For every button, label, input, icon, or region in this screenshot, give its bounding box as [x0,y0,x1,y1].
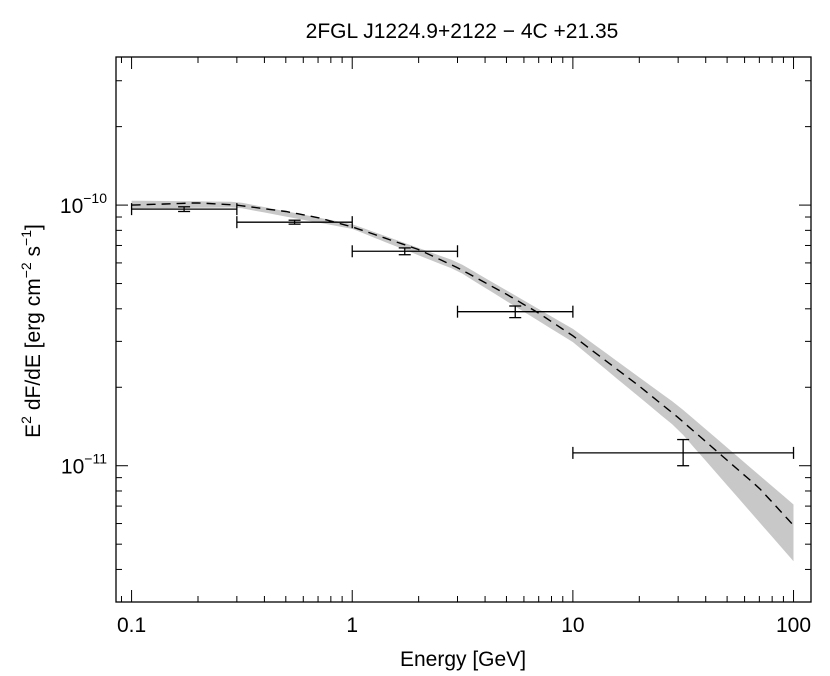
x-tick-label: 10 [561,614,584,637]
flux-point [236,216,353,229]
flux-point [456,305,574,319]
uncertainty-band-layer [131,200,794,562]
y-tick-label: 10−10 [60,190,107,218]
y-tick-label: 10−11 [61,451,107,479]
chart-title: 2FGL J1224.9+2122 − 4C +21.35 [306,20,619,43]
model-uncertainty-band [131,200,794,562]
axis-ticks-layer: 0.1 1 10 100 10−10 10−11 [60,57,811,637]
model-curve [131,202,795,526]
x-tick-label: 1 [346,614,358,637]
x-tick-label: 0.1 [117,614,146,637]
flux-point [130,203,238,216]
y-axis-label: E2 dF/dE [erg cm−2 s−1] [18,224,45,438]
flux-points-layer [130,203,795,467]
flux-point [572,438,795,467]
plot-frame [115,56,812,603]
model-curve-layer [131,202,795,526]
flux-point [351,245,459,258]
x-axis-label: Energy [GeV] [400,648,526,671]
x-tick-label: 100 [776,614,811,637]
